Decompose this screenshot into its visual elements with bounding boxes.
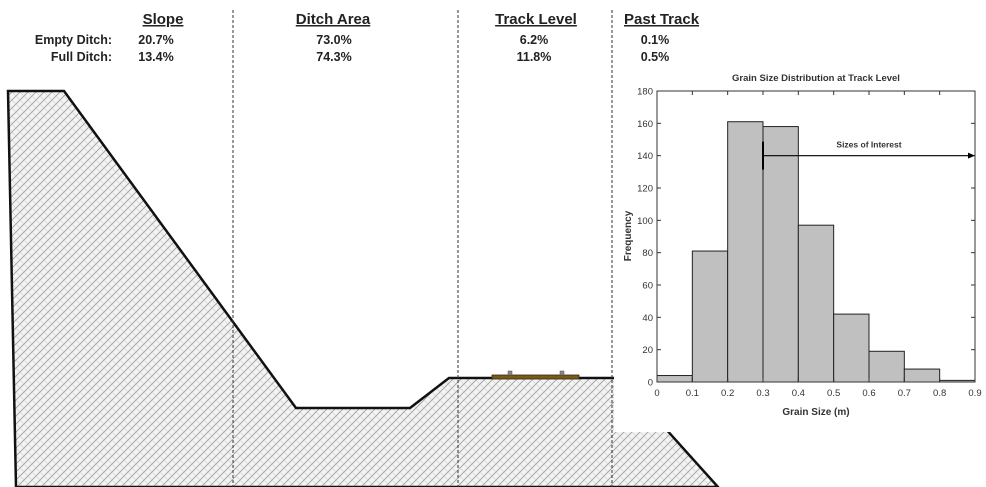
zone-heading-slope: Slope bbox=[143, 11, 184, 28]
x-tick-label: 0.3 bbox=[756, 388, 769, 399]
x-tick-label: 0.5 bbox=[827, 388, 840, 399]
zone-heading-track-level: Track Level bbox=[495, 11, 577, 28]
x-axis-label: Grain Size (m) bbox=[782, 407, 849, 418]
histogram-bar-0 bbox=[656, 375, 693, 383]
value-past-full: 0.5% bbox=[641, 50, 670, 64]
zone-heading-past-track: Past Track bbox=[624, 11, 700, 28]
y-axis-label: Frequency bbox=[623, 210, 634, 261]
value-slope-empty: 20.7% bbox=[138, 33, 173, 47]
histogram-bar-4 bbox=[797, 224, 835, 383]
value-ditch-full: 74.3% bbox=[316, 50, 351, 64]
histogram-bar-2 bbox=[727, 121, 764, 383]
annotation-label: Sizes of Interest bbox=[836, 140, 901, 150]
histogram-chart: Grain Size Distribution at Track Level 0… bbox=[614, 70, 986, 432]
x-tick-label: 0.1 bbox=[686, 388, 699, 399]
row-label-full-ditch: Full Ditch: bbox=[51, 50, 112, 64]
y-tick-label: 180 bbox=[637, 87, 653, 98]
histogram-bar-3 bbox=[762, 126, 799, 383]
value-past-empty: 0.1% bbox=[641, 33, 670, 47]
annotation-arrow-head bbox=[968, 152, 975, 159]
value-ditch-empty: 73.0% bbox=[316, 33, 351, 47]
row-label-empty-ditch: Empty Ditch: bbox=[35, 33, 112, 47]
value-track-full: 11.8% bbox=[517, 50, 552, 64]
plot-frame bbox=[656, 90, 976, 383]
zone-heading-ditch-area: Ditch Area bbox=[296, 11, 371, 28]
ground-profile bbox=[6, 89, 720, 487]
value-track-empty: 6.2% bbox=[520, 33, 549, 47]
histogram-bar-7 bbox=[903, 368, 941, 383]
y-tick-label: 0 bbox=[648, 378, 653, 389]
histogram-bar-1 bbox=[691, 250, 729, 383]
y-tick-label: 20 bbox=[642, 345, 653, 356]
x-tick-label: 0.8 bbox=[933, 388, 946, 399]
histogram-bar-5 bbox=[833, 313, 870, 383]
y-tick-label: 40 bbox=[642, 313, 653, 324]
value-slope-full: 13.4% bbox=[138, 50, 173, 64]
x-tick-label: 0.9 bbox=[968, 388, 981, 399]
y-tick-label: 140 bbox=[637, 151, 653, 162]
x-tick-label: 0.6 bbox=[862, 388, 875, 399]
x-tick-label: 0.7 bbox=[898, 388, 911, 399]
y-tick-label: 80 bbox=[642, 248, 653, 259]
y-tick-label: 100 bbox=[637, 216, 653, 227]
track-rail bbox=[491, 370, 580, 380]
y-tick-label: 120 bbox=[637, 184, 653, 195]
y-tick-label: 60 bbox=[642, 281, 653, 292]
x-tick-label: 0.2 bbox=[721, 388, 734, 399]
x-tick-label: 0.4 bbox=[792, 388, 805, 399]
y-tick-label: 160 bbox=[637, 119, 653, 130]
x-tick-label: 0 bbox=[654, 388, 659, 399]
histogram-bar-6 bbox=[868, 350, 905, 383]
histogram-title: Grain Size Distribution at Track Level bbox=[732, 73, 900, 84]
